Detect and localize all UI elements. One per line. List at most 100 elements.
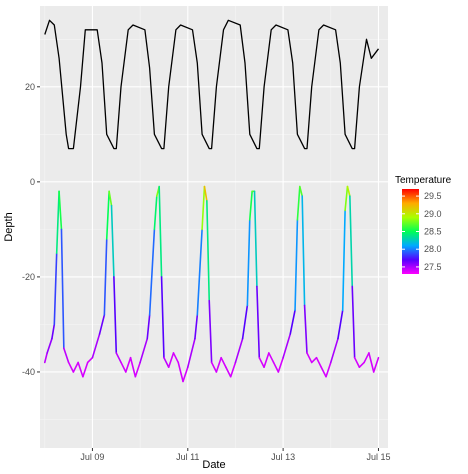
temperature-series-segment [246, 219, 251, 307]
temperature-series-segment [177, 361, 184, 383]
temperature-series-segment [110, 204, 115, 278]
temperature-series-segment [346, 185, 351, 197]
temperature-series-segment [146, 314, 151, 340]
temperature-series-segment [301, 195, 306, 307]
temperature-series-segment [210, 361, 218, 373]
temperature-series-segment [167, 352, 175, 369]
temperature-series-segment [258, 356, 265, 369]
y-axis-ticks: 20 0 -20 -40 [22, 82, 40, 377]
temperature-series-segment [51, 323, 56, 340]
temperature-series-segment [203, 185, 208, 202]
legend-tick-label: 29.0 [424, 209, 442, 219]
temperature-series-segment [282, 333, 292, 359]
legend-tick-label: 28.5 [424, 227, 442, 237]
temperature-series-segment [105, 190, 110, 240]
temperature-series-segment [272, 361, 280, 373]
temperature-series-segment [113, 276, 118, 354]
temperature-series-segment [344, 185, 349, 212]
temperature-series-segment [341, 209, 346, 311]
temperature-series-segment [225, 366, 232, 378]
temperature-series-segment [306, 352, 313, 364]
temperature-series-segment [60, 228, 65, 349]
temperature-series-segment [253, 190, 258, 288]
temperature-series-segment [363, 352, 370, 364]
temperature-series-segment [67, 361, 75, 373]
y-tick-label: 0 [30, 177, 35, 187]
major-grid [40, 6, 388, 448]
temperature-series-segment [148, 228, 156, 316]
temperature-series-segment [353, 356, 361, 369]
x-tick-label: Jul 13 [271, 452, 295, 462]
temperature-series-segment [82, 361, 89, 378]
temperature-series-segment [289, 309, 296, 335]
x-tick-label: Jul 11 [176, 452, 199, 462]
temperature-series-segment [129, 356, 137, 378]
temperature-series-segment [310, 356, 318, 364]
temperature-series-segment [208, 299, 213, 364]
temperature-series-segment [120, 361, 127, 373]
y-tick-label: -40 [22, 367, 35, 377]
temperature-series-segment [43, 352, 48, 364]
temperature-series-segment [46, 337, 53, 354]
temperature-depth-series [43, 185, 380, 383]
temperature-series-segment [351, 285, 356, 359]
temperature-series-segment [277, 356, 284, 373]
temperature-series-segment [294, 219, 299, 311]
temperature-legend: Temperature 29.5 29.0 28.5 28.0 27.5 [395, 175, 452, 274]
temperature-series-segment [108, 190, 113, 207]
temperature-series-segment [77, 361, 84, 378]
temperature-series-segment [299, 185, 303, 197]
temperature-series-segment [153, 195, 158, 231]
legend-tick-label: 29.5 [424, 191, 442, 201]
legend-ticks: 29.5 29.0 28.5 28.0 27.5 [402, 191, 442, 272]
temperature-series-segment [241, 304, 249, 340]
temperature-series-segment [358, 361, 365, 369]
y-tick-label: -20 [22, 272, 35, 282]
x-axis-title: Date [202, 459, 225, 471]
temperature-series-segment [125, 356, 132, 373]
temperature-series-segment [63, 347, 70, 364]
y-axis-title: Depth [3, 212, 15, 241]
temperature-series-segment [325, 361, 332, 378]
temperature-series-segment [53, 252, 58, 326]
plot-panel [40, 6, 388, 448]
temperature-series-segment [263, 352, 270, 369]
temperature-series-segment [296, 185, 301, 221]
temperature-series-segment [172, 352, 180, 364]
legend-colorbar [402, 189, 419, 274]
temperature-series-segment [91, 333, 101, 359]
temperature-series-segment [194, 314, 199, 340]
legend-tick-label: 28.0 [424, 244, 442, 254]
temperature-series-segment [201, 185, 206, 231]
y-tick-label: 20 [25, 82, 35, 92]
temperature-series-segment [206, 200, 211, 302]
temperature-series-segment [186, 337, 196, 369]
legend-title: Temperature [395, 175, 452, 186]
series-layer [43, 19, 380, 383]
temperature-series-segment [134, 361, 141, 378]
temperature-series-segment [315, 356, 323, 369]
x-tick-label: Jul 15 [366, 452, 390, 462]
temperature-series-segment [58, 190, 63, 231]
temperature-series-segment [349, 195, 354, 288]
temperature-series-segment [160, 276, 165, 359]
temperature-series-segment [215, 356, 222, 373]
temperature-series-segment [103, 238, 108, 316]
temperature-series-segment [320, 366, 327, 378]
temperature-series-segment [86, 356, 94, 364]
temperature-series-segment [234, 337, 244, 364]
temperature-series-segment [368, 352, 375, 373]
black-depth-series-line [44, 19, 380, 150]
temperature-series-segment [256, 285, 261, 359]
temperature-series-segment [220, 356, 227, 369]
temperature-series-segment [303, 304, 308, 354]
temperature-series-segment [248, 190, 253, 221]
temperature-series-segment [372, 356, 380, 373]
temperature-series-segment [115, 352, 122, 364]
temperature-series-segment [163, 356, 170, 369]
temperature-series-segment [268, 352, 275, 364]
temperature-series-segment [55, 190, 60, 254]
temperature-series-segment [139, 337, 149, 364]
x-tick-label: Jul 09 [80, 452, 104, 462]
